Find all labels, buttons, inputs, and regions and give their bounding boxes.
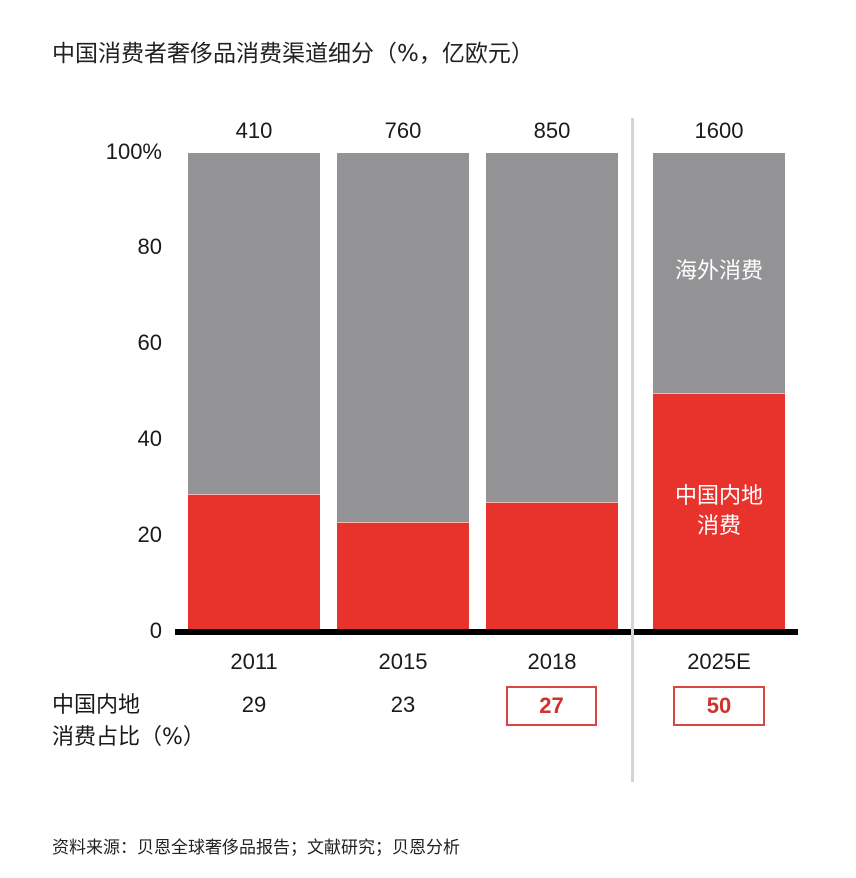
share-row-label-line1: 中国内地	[52, 693, 141, 718]
segment-overseas	[188, 153, 320, 495]
bar-total-2011: 410	[235, 118, 273, 143]
segment-overseas	[486, 153, 618, 503]
x-axis-line	[175, 629, 798, 635]
share-2011: 29	[241, 692, 267, 717]
y-tick-100: 100%	[105, 139, 162, 164]
forecast-divider	[631, 118, 634, 782]
share-row-label: 中国内地 消费占比（%）	[52, 690, 205, 754]
bar-2025e	[653, 153, 785, 630]
segment-mainland	[188, 494, 320, 630]
chart-title: 中国消费者奢侈品消费渠道细分（%，亿欧元）	[52, 41, 534, 67]
label-overseas-consumption: 海外消费	[674, 259, 763, 284]
x-label-2011: 2011	[230, 649, 278, 674]
segment-mainland	[337, 522, 469, 630]
x-label-2018: 2018	[527, 649, 577, 674]
y-tick-0: 0	[149, 618, 162, 643]
share-2025e-highlight: 50	[673, 686, 765, 726]
bar-total-2015: 760	[384, 118, 422, 143]
segment-overseas	[337, 153, 469, 523]
x-label-2015: 2015	[378, 649, 428, 674]
bar-2011	[188, 153, 320, 630]
y-tick-20: 20	[137, 522, 162, 547]
share-row-label-line2: 消费占比（%）	[52, 725, 205, 750]
share-2018-highlight: 27	[506, 686, 597, 726]
segment-mainland	[653, 393, 785, 630]
y-tick-60: 60	[137, 330, 162, 355]
y-tick-80: 80	[137, 234, 162, 259]
bar-total-2025e: 1600	[694, 118, 744, 143]
bar-2015	[337, 153, 469, 630]
x-label-2025e: 2025E	[687, 649, 751, 674]
bar-2018	[486, 153, 618, 630]
label-mainland-consumption-line2: 消费	[696, 514, 741, 539]
bar-total-2018: 850	[533, 118, 571, 143]
segment-overseas	[653, 153, 785, 394]
label-mainland-consumption-line1: 中国内地	[674, 484, 763, 509]
segment-mainland	[486, 502, 618, 630]
y-tick-40: 40	[137, 426, 162, 451]
source-note: 资料来源：贝恩全球奢侈品报告；文献研究；贝恩分析	[52, 838, 460, 858]
share-2015: 23	[390, 692, 416, 717]
